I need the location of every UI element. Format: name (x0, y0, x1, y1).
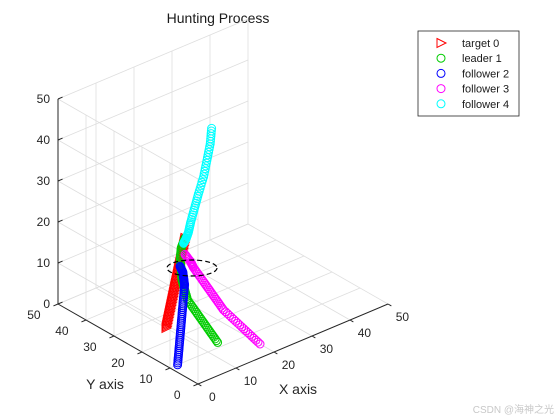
x-tick-mark (235, 367, 240, 371)
y-tick-label: 40 (55, 324, 69, 338)
y-tick-mark (53, 303, 59, 307)
grid-line-wally-z (57, 59, 249, 141)
data-point (181, 251, 191, 261)
z-tick-label: 40 (37, 133, 51, 147)
grid-lines (57, 18, 389, 385)
y-tick-label: 20 (111, 356, 125, 370)
x-axis-line (197, 303, 389, 385)
y-tick-label: 30 (83, 340, 97, 354)
legend-marker (436, 53, 446, 63)
series-follower-2 (173, 261, 190, 370)
z-tick-label: 20 (37, 215, 51, 229)
grid-line-wally-z (57, 18, 249, 100)
z-tick-mark (57, 178, 63, 182)
y-tick-mark (137, 351, 143, 355)
x-tick-label: 50 (396, 310, 410, 324)
data-marks (161, 123, 265, 370)
data-point (175, 261, 185, 271)
z-tick-label: 0 (43, 297, 50, 311)
legend-label: follower 2 (462, 68, 509, 80)
x-tick-label: 40 (358, 326, 372, 340)
data-point (180, 249, 190, 259)
x-axis-label: X axis (279, 381, 317, 397)
data-point (179, 238, 189, 248)
legend-label: follower 4 (462, 99, 509, 111)
x-tick-label: 30 (320, 342, 334, 356)
grid-line-wally-z (57, 141, 249, 223)
z-tick-mark (57, 301, 63, 305)
z-tick-mark (57, 219, 63, 223)
y-tick-label: 10 (139, 372, 153, 386)
z-tick-label: 30 (37, 174, 51, 188)
x-tick-label: 20 (282, 358, 296, 372)
legend: target 0 leader 1 follower 2 follower 3 foll… (417, 30, 520, 117)
grid-line-wally-z (57, 182, 249, 264)
x-tick-label: 0 (209, 390, 216, 404)
grid-line-wallx-z (57, 98, 199, 180)
chart-title: Hunting Process (167, 10, 270, 26)
y-axis-label: Y axis (86, 376, 124, 392)
y-tick-mark (81, 319, 87, 323)
watermark: CSDN @海神之光 (472, 405, 554, 416)
legend-label: leader 1 (462, 53, 502, 65)
grid-line-floor-y (169, 287, 361, 369)
series-follower-4 (179, 123, 217, 248)
y-tick-mark (193, 383, 199, 387)
z-tick-mark (57, 96, 63, 100)
y-axis-line (57, 303, 199, 385)
y-tick-label: 50 (27, 308, 41, 322)
z-tick-label: 50 (37, 92, 51, 106)
grid-line-wallx-z (57, 262, 199, 344)
grid-line-wally-z (57, 100, 249, 182)
legend-box (417, 30, 520, 117)
legend-marker (436, 99, 446, 109)
grid-line-wally-z (57, 223, 249, 305)
y-tick-mark (109, 335, 115, 339)
grid-line-floor-y (141, 271, 333, 353)
z-tick-mark (57, 260, 63, 264)
legend-marker (436, 68, 446, 78)
grid-line-floor-x (209, 239, 351, 321)
grid-line-floor-x (247, 223, 389, 305)
grid-line-wallx-z (57, 180, 199, 262)
legend-marker (436, 84, 446, 94)
legend-marker (436, 37, 448, 49)
axes-lines (53, 96, 392, 387)
z-tick-mark (57, 137, 63, 141)
x-tick-mark (349, 319, 354, 323)
y-tick-mark (165, 367, 171, 371)
legend-label: target 0 (462, 38, 499, 50)
y-tick-label: 0 (174, 388, 181, 402)
x-tick-label: 10 (244, 374, 258, 388)
capture-circle (166, 259, 218, 277)
z-tick-label: 10 (37, 256, 51, 270)
x-tick-mark (197, 383, 202, 387)
legend-label: follower 3 (462, 84, 509, 96)
series-follower-3 (180, 249, 265, 349)
grid-line-wallx-z (57, 139, 199, 221)
x-tick-mark (311, 335, 316, 339)
data-point (182, 252, 192, 262)
x-tick-mark (387, 303, 392, 307)
x-tick-mark (273, 351, 278, 355)
